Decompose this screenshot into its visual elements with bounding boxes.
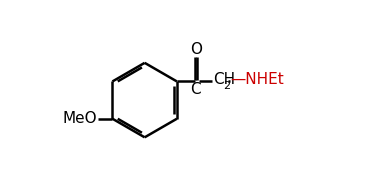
Text: C: C — [190, 82, 201, 97]
Text: MeO: MeO — [63, 111, 98, 126]
Text: —NHEt: —NHEt — [230, 72, 284, 87]
Text: O: O — [190, 42, 202, 57]
Text: CH: CH — [213, 72, 236, 87]
Text: 2: 2 — [223, 81, 230, 91]
